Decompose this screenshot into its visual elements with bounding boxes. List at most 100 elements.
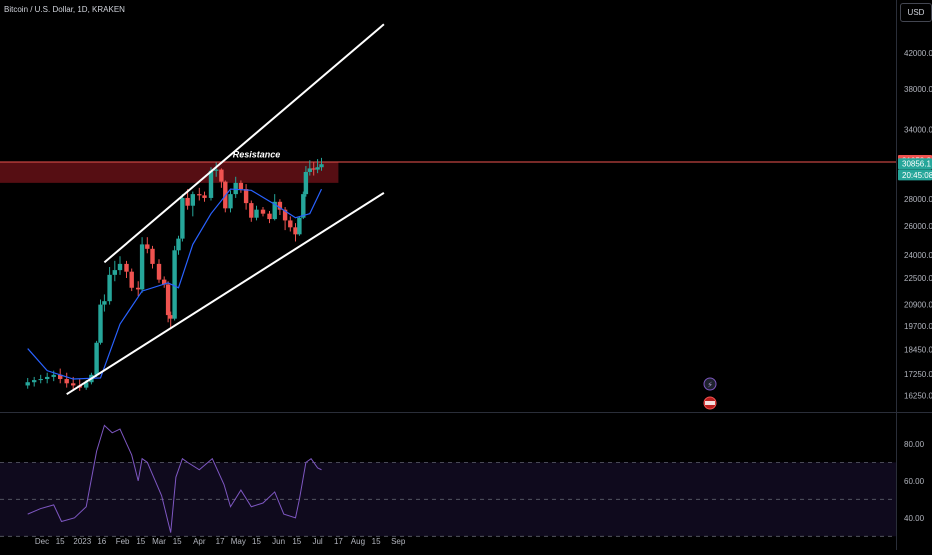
candle-body bbox=[45, 376, 50, 380]
time-axis-label: 15 bbox=[292, 537, 301, 546]
price-axis-label: 24000.0 bbox=[904, 251, 932, 260]
price-tag-text: 30856.1 bbox=[902, 160, 931, 169]
time-axis-label: 2023 bbox=[73, 537, 91, 546]
resistance-label: Resistance bbox=[233, 150, 281, 160]
price-axis-label: 42000.0 bbox=[904, 49, 932, 58]
candle-body bbox=[180, 197, 185, 239]
candle-body bbox=[71, 383, 76, 386]
candle-body bbox=[267, 213, 272, 220]
candle-body bbox=[51, 374, 56, 377]
candle-body bbox=[38, 379, 43, 381]
candle-body bbox=[185, 197, 190, 206]
candle-body bbox=[165, 284, 171, 316]
candle-body bbox=[243, 189, 249, 204]
price-axis-label: 16250.0 bbox=[904, 391, 932, 400]
price-axis-border bbox=[896, 0, 897, 550]
resistance-zone bbox=[0, 162, 339, 183]
candle-body bbox=[307, 168, 312, 172]
candle-body bbox=[84, 382, 89, 388]
rsi-axis-label: 60.00 bbox=[904, 477, 925, 486]
candle-body bbox=[208, 170, 214, 198]
time-axis-label: 15 bbox=[56, 537, 65, 546]
time-axis-label: Jun bbox=[272, 537, 285, 546]
time-axis-label: 15 bbox=[136, 537, 145, 546]
candle-body bbox=[202, 195, 207, 198]
rsi-line bbox=[27, 424, 322, 533]
candle-body bbox=[319, 164, 324, 168]
pane-separator[interactable] bbox=[0, 412, 932, 413]
candle-body bbox=[58, 374, 63, 380]
time-axis-label: 15 bbox=[372, 537, 381, 546]
candle-body bbox=[293, 227, 298, 235]
price-axis-label: 19700.0 bbox=[904, 322, 932, 331]
channel-upper-line bbox=[103, 23, 385, 264]
candle-body bbox=[156, 263, 162, 280]
candle-body bbox=[168, 315, 173, 319]
candle-body bbox=[277, 201, 283, 210]
time-axis-label: Aug bbox=[351, 537, 365, 546]
time-axis-label: 16 bbox=[97, 537, 106, 546]
price-tag bbox=[898, 158, 932, 170]
rsi-axis-label: 40.00 bbox=[904, 514, 925, 523]
candle-body bbox=[254, 209, 259, 218]
candle-body bbox=[288, 220, 293, 228]
rsi-axis-label: 80.00 bbox=[904, 440, 925, 449]
symbol-title[interactable]: Bitcoin / U.S. Dollar, 1D, KRAKEN bbox=[4, 5, 125, 14]
candle-body bbox=[64, 379, 69, 384]
candle-body bbox=[129, 271, 134, 288]
candle-body bbox=[150, 248, 155, 264]
price-axis-label: 18450.0 bbox=[904, 346, 932, 355]
candle-body bbox=[238, 182, 244, 190]
candle-body bbox=[124, 263, 129, 272]
candle-body bbox=[228, 194, 233, 209]
time-axis-label: Jul bbox=[312, 537, 322, 546]
time-axis-label: 17 bbox=[216, 537, 225, 546]
candle-body bbox=[311, 168, 316, 170]
candle-body bbox=[32, 380, 37, 383]
time-axis-label: May bbox=[231, 537, 246, 546]
price-axis-label: 38000.0 bbox=[904, 85, 932, 94]
candle-body bbox=[145, 244, 150, 249]
candle-body bbox=[94, 342, 99, 375]
candle-body bbox=[162, 279, 167, 285]
currency-button[interactable]: USD bbox=[900, 3, 932, 22]
moving-average-line bbox=[27, 188, 323, 380]
candle-body bbox=[297, 217, 302, 235]
candle-body bbox=[233, 182, 238, 195]
price-axis-label: 17250.0 bbox=[904, 370, 932, 379]
lightning-event-icon bbox=[703, 377, 717, 391]
candle-body bbox=[260, 209, 266, 214]
candle-body bbox=[25, 382, 30, 386]
candle-body bbox=[112, 270, 117, 275]
candle-body bbox=[272, 201, 277, 220]
candle-body bbox=[190, 194, 195, 206]
candle-body bbox=[176, 238, 181, 251]
price-axis-label: 34000.0 bbox=[904, 125, 932, 134]
candle-body bbox=[249, 203, 254, 218]
price-tag bbox=[898, 169, 932, 181]
time-axis-label: Sep bbox=[391, 537, 406, 546]
time-axis-label: Apr bbox=[193, 537, 206, 546]
us-flag-stripes bbox=[705, 401, 715, 405]
candle-body bbox=[282, 209, 288, 221]
candle-body bbox=[102, 301, 107, 305]
candle-body bbox=[172, 250, 177, 319]
channel-lower-line bbox=[66, 192, 385, 396]
time-axis-label: Dec bbox=[35, 537, 49, 546]
candle-body bbox=[98, 304, 103, 343]
price-axis-label: 26000.0 bbox=[904, 222, 932, 231]
candle-body bbox=[136, 287, 141, 290]
time-axis-label: 15 bbox=[173, 537, 182, 546]
candle-body bbox=[303, 171, 309, 195]
candle-body bbox=[301, 194, 306, 218]
candle-body bbox=[117, 263, 123, 271]
time-axis-label: 17 bbox=[334, 537, 343, 546]
candle-body bbox=[219, 169, 224, 182]
time-axis-label: 15 bbox=[252, 537, 261, 546]
time-axis-label: Feb bbox=[116, 537, 130, 546]
time-axis-label: Mar bbox=[152, 537, 166, 546]
candle-body bbox=[315, 167, 320, 170]
price-axis-label: 20900.0 bbox=[904, 301, 932, 310]
